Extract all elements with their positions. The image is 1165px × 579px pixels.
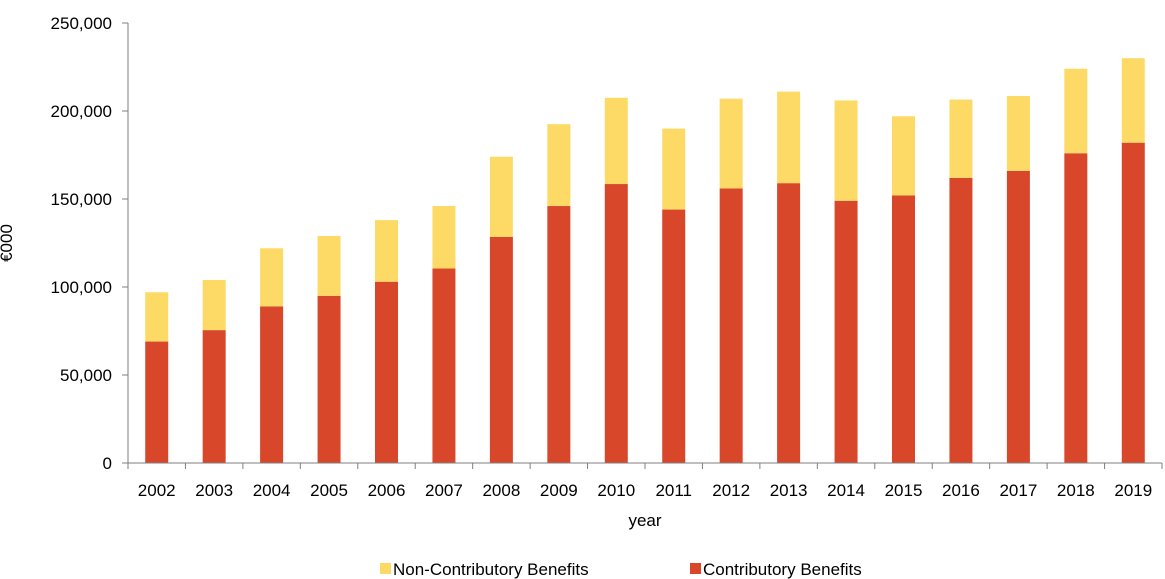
x-tick-label: 2011 bbox=[655, 481, 692, 500]
legend: Non-Contributory Benefits Contributory Be… bbox=[380, 560, 862, 579]
bar-non-contributory-2003 bbox=[202, 279, 226, 331]
y-tick-label: 100,000 bbox=[51, 278, 112, 297]
bar-non-contributory-2002 bbox=[145, 292, 169, 342]
legend-label-contributory: Contributory Benefits bbox=[703, 560, 862, 579]
y-tick-label: 200,000 bbox=[51, 102, 112, 121]
bar-non-contributory-2016 bbox=[949, 99, 973, 178]
labels-layer: 0 50,000 100,000 150,000 200,000 250,000 2002 2… bbox=[51, 14, 1153, 500]
bar-contributory-2013 bbox=[777, 183, 801, 463]
y-tick-label: 0 bbox=[103, 454, 112, 473]
x-tick-label: 2018 bbox=[1057, 481, 1095, 500]
bar-contributory-2014 bbox=[834, 200, 858, 463]
x-tick-label: 2004 bbox=[253, 481, 291, 500]
y-axis-title: €000 bbox=[0, 224, 16, 262]
bar-non-contributory-2006 bbox=[375, 220, 398, 282]
y-tick-label: 150,000 bbox=[51, 190, 112, 209]
bar-contributory-2005 bbox=[317, 295, 341, 463]
bar-non-contributory-2007 bbox=[432, 206, 456, 269]
bar-contributory-2016 bbox=[949, 177, 973, 463]
bar-contributory-2002 bbox=[145, 341, 169, 463]
x-tick-label: 2016 bbox=[942, 481, 980, 500]
bar-non-contributory-2019 bbox=[1121, 58, 1145, 143]
bar-non-contributory-2018 bbox=[1064, 68, 1088, 154]
bar-non-contributory-2015 bbox=[892, 116, 915, 196]
bar-contributory-2007 bbox=[432, 268, 456, 463]
x-tick-label: 2003 bbox=[195, 481, 233, 500]
bar-contributory-2008 bbox=[489, 236, 513, 463]
y-tick-label: 250,000 bbox=[51, 14, 112, 33]
bar-contributory-2004 bbox=[260, 306, 284, 463]
bar-contributory-2012 bbox=[719, 188, 743, 463]
bar-contributory-2009 bbox=[547, 206, 571, 464]
bar-contributory-2018 bbox=[1064, 153, 1088, 464]
x-tick-label: 2014 bbox=[827, 481, 865, 500]
x-tick-label: 2005 bbox=[310, 481, 348, 500]
x-tick-label: 2009 bbox=[540, 481, 578, 500]
bars-layer bbox=[145, 58, 1145, 464]
x-tick-label: 2006 bbox=[368, 481, 406, 500]
bar-non-contributory-2004 bbox=[260, 248, 284, 307]
bar-contributory-2010 bbox=[604, 184, 628, 464]
x-tick-label: 2015 bbox=[885, 481, 923, 500]
bar-non-contributory-2014 bbox=[834, 100, 858, 201]
bar-contributory-2003 bbox=[202, 330, 226, 463]
bar-non-contributory-2008 bbox=[489, 156, 513, 237]
bar-contributory-2006 bbox=[375, 281, 398, 463]
bar-non-contributory-2005 bbox=[317, 235, 341, 296]
bar-non-contributory-2013 bbox=[777, 91, 801, 184]
x-tick-label: 2007 bbox=[425, 481, 463, 500]
axes-layer bbox=[122, 22, 1163, 469]
x-tick-label: 2017 bbox=[999, 481, 1037, 500]
x-tick-label: 2010 bbox=[597, 481, 635, 500]
legend-swatch-contributory bbox=[690, 563, 701, 574]
bar-contributory-2019 bbox=[1121, 142, 1145, 463]
legend-swatch-non-contributory bbox=[380, 563, 391, 574]
x-axis-title: year bbox=[628, 511, 661, 530]
bar-non-contributory-2009 bbox=[547, 124, 571, 207]
bar-contributory-2017 bbox=[1006, 170, 1030, 463]
x-tick-label: 2019 bbox=[1114, 481, 1152, 500]
bar-non-contributory-2012 bbox=[719, 98, 743, 189]
x-tick-label: 2002 bbox=[138, 481, 176, 500]
bar-non-contributory-2010 bbox=[604, 97, 628, 185]
x-tick-label: 2012 bbox=[712, 481, 750, 500]
x-tick-label: 2013 bbox=[770, 481, 808, 500]
bar-contributory-2015 bbox=[892, 195, 915, 464]
y-tick-label: 50,000 bbox=[60, 366, 112, 385]
bar-contributory-2011 bbox=[662, 209, 686, 463]
bar-non-contributory-2011 bbox=[662, 128, 686, 210]
bar-non-contributory-2017 bbox=[1006, 96, 1030, 171]
x-tick-label: 2008 bbox=[482, 481, 520, 500]
legend-label-non-contributory: Non-Contributory Benefits bbox=[393, 560, 589, 579]
